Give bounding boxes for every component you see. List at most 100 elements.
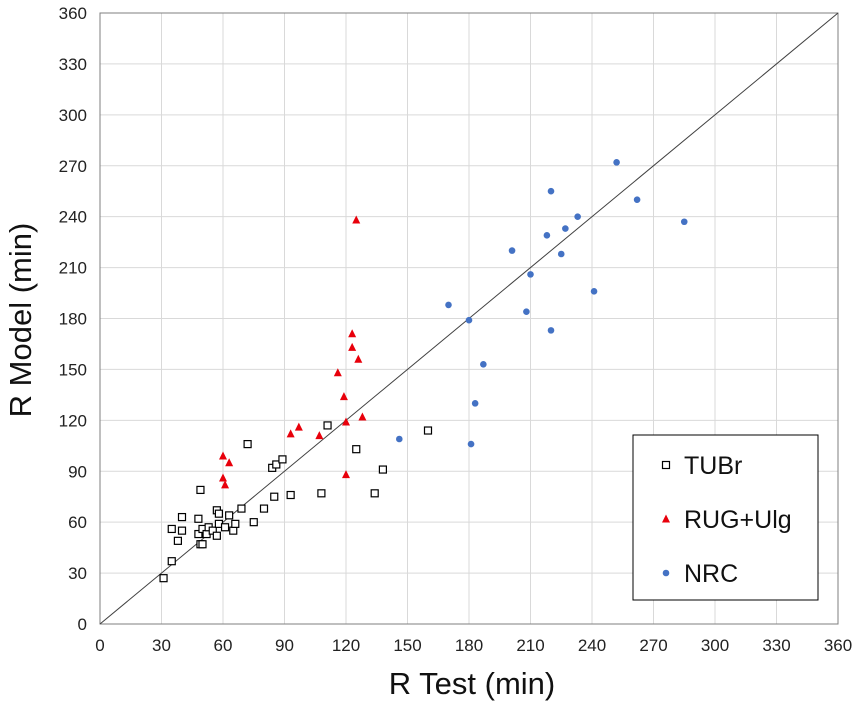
data-point-nrc (590, 288, 598, 295)
data-point-rug-ulg (219, 473, 227, 482)
y-tick-label: 240 (59, 208, 87, 227)
data-point-nrc (543, 232, 551, 239)
data-point-nrc (557, 250, 565, 258)
data-point-nrc (480, 361, 487, 368)
series-nrc (396, 159, 688, 448)
data-point-nrc (508, 247, 516, 254)
y-tick-label: 180 (59, 310, 87, 329)
data-point-nrc (445, 301, 452, 309)
data-point-nrc (465, 316, 473, 324)
data-point-tubr (278, 455, 287, 464)
data-point-tubr (225, 511, 234, 520)
data-point-tubr (259, 504, 269, 513)
data-point-tubr (270, 492, 279, 501)
data-point-nrc (613, 159, 620, 166)
plot-area-frame (99, 12, 839, 625)
data-point-nrc (467, 440, 475, 448)
legend-marker-rug-ulg (662, 514, 670, 523)
x-tick-label: 330 (762, 636, 790, 655)
data-point-tubr (208, 526, 217, 535)
y-tick-label: 150 (59, 360, 87, 379)
data-point-rug-ulg (315, 431, 324, 440)
data-point-nrc (562, 225, 569, 232)
data-point-tubr (173, 536, 182, 545)
x-tick-label: 300 (701, 636, 729, 655)
data-point-tubr (167, 557, 176, 566)
data-point-tubr (243, 439, 252, 449)
data-point-tubr (212, 531, 221, 540)
y-tick-label: 120 (59, 411, 87, 430)
data-point-tubr (249, 518, 258, 527)
data-point-rug-ulg (333, 368, 342, 377)
data-point-nrc (523, 308, 530, 316)
y-tick-label: 270 (59, 157, 87, 176)
x-tick-label: 240 (578, 636, 606, 655)
data-point-rug-ulg (221, 480, 230, 489)
legend-marker-nrc (662, 569, 670, 577)
data-point-rug-ulg (352, 215, 361, 224)
data-points (159, 159, 688, 583)
data-point-nrc (527, 271, 534, 278)
data-point-tubr (352, 445, 361, 454)
data-point-tubr (229, 526, 238, 535)
series-rug-ulg (219, 215, 367, 489)
data-point-tubr (272, 460, 281, 469)
x-tick-label: 120 (332, 636, 360, 655)
data-point-tubr (286, 490, 295, 500)
x-tick-label: 60 (214, 636, 233, 655)
data-point-tubr (198, 540, 207, 549)
y-axis-title: R Model (min) (3, 223, 38, 418)
data-point-tubr (423, 426, 433, 435)
data-point-tubr (196, 485, 205, 495)
data-point-nrc (547, 187, 555, 195)
x-tick-label: 270 (639, 636, 667, 655)
x-tick-labels: 0 30 60 90 120 150 180 210 240 270 300 330 360 (95, 636, 852, 655)
data-point-nrc (396, 435, 403, 443)
data-point-nrc (680, 218, 688, 226)
data-point-tubr (194, 529, 203, 539)
legend-label-nrc: NRC (684, 560, 738, 588)
x-tick-label: 30 (152, 636, 171, 655)
data-point-rug-ulg (348, 342, 357, 351)
series-tubr (159, 421, 433, 583)
legend-label-rug-ulg: RUG+Ulg (684, 506, 792, 534)
legend: TUBr RUG+Ulg NRC (632, 434, 819, 601)
data-point-tubr (317, 489, 326, 498)
legend-marker-tubr (661, 460, 671, 470)
data-point-rug-ulg (342, 417, 350, 426)
data-point-nrc (574, 213, 581, 220)
y-tick-label: 210 (59, 259, 87, 278)
y-tick-label: 90 (68, 462, 87, 481)
x-tick-label: 210 (516, 636, 544, 655)
data-point-tubr (220, 523, 230, 532)
data-point-rug-ulg (339, 392, 348, 401)
data-point-nrc (471, 400, 479, 407)
data-point-nrc (633, 196, 641, 203)
data-point-rug-ulg (358, 412, 367, 421)
data-point-tubr (214, 509, 223, 518)
data-point-rug-ulg (342, 470, 350, 479)
data-point-tubr (323, 421, 332, 430)
data-point-tubr (167, 524, 176, 534)
x-tick-label: 90 (275, 636, 294, 655)
data-point-tubr (177, 512, 187, 522)
data-point-tubr (237, 504, 246, 513)
x-tick-label: 150 (393, 636, 421, 655)
data-point-nrc (547, 327, 555, 334)
x-tick-label: 0 (95, 636, 104, 655)
y-tick-label: 330 (59, 55, 87, 74)
data-point-rug-ulg (354, 354, 363, 363)
data-point-tubr (194, 514, 203, 523)
legend-label-tubr: TUBr (684, 452, 742, 480)
data-point-tubr (231, 519, 240, 528)
data-point-tubr (370, 489, 379, 498)
y-tick-label: 300 (59, 106, 87, 125)
data-point-tubr (177, 526, 187, 535)
y-tick-labels: 0 30 60 90 120 150 180 210 240 270 300 330 360 (59, 4, 87, 634)
y-tick-label: 60 (68, 513, 87, 532)
x-axis-title: R Test (min) (389, 666, 556, 701)
data-point-tubr (159, 574, 168, 583)
data-point-rug-ulg (286, 429, 295, 438)
y-tick-label: 360 (59, 4, 87, 23)
